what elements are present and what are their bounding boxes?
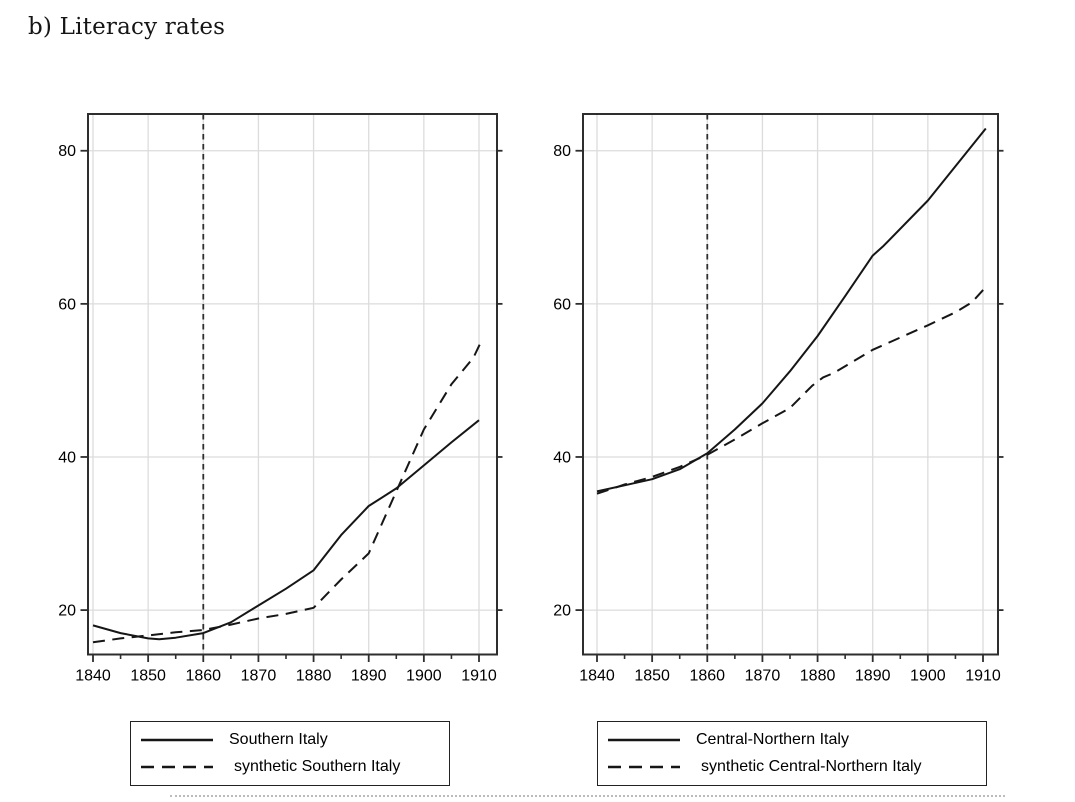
x-tick-label: 1840 (579, 668, 615, 685)
x-tick-label: 1910 (965, 668, 1001, 685)
legend-row-southern: Southern Italy (140, 731, 449, 749)
y-tick-label: 20 (553, 603, 571, 620)
legend-southern-italy: Southern Italy synthetic Southern Italy (130, 721, 450, 786)
legend-solid-line-icon (608, 738, 680, 742)
figure-title: b) Literacy rates (28, 14, 226, 40)
legend-central-northern-italy: Central-Northern Italy synthetic Central… (597, 721, 987, 786)
series-line-dashed (92, 338, 484, 644)
legend-row-central-northern: Central-Northern Italy (607, 731, 986, 749)
y-tick-label: 20 (58, 603, 76, 620)
x-tick-label: 1880 (800, 668, 836, 685)
legend-row-synthetic-central-northern: synthetic Central-Northern Italy (607, 758, 986, 776)
legend-row-synthetic-southern: synthetic Southern Italy (140, 758, 449, 776)
x-tick-label: 1850 (130, 668, 166, 685)
legend-dashed-line-icon (608, 765, 680, 769)
x-tick-label: 1910 (461, 668, 497, 685)
plot-border (87, 113, 498, 656)
x-tick-label: 1890 (351, 668, 387, 685)
x-tick-label: 1890 (855, 668, 891, 685)
legend-dashed-line-icon (141, 765, 213, 769)
page-edge-dotted-line (170, 795, 1005, 797)
x-tick-label: 1900 (406, 668, 442, 685)
x-tick-label: 1870 (745, 668, 781, 685)
y-tick-label: 60 (58, 296, 76, 313)
series-line-dashed (596, 286, 987, 495)
y-tick-label: 40 (553, 449, 571, 466)
y-tick-label: 80 (553, 143, 571, 160)
x-tick-label: 1880 (296, 668, 332, 685)
y-tick-label: 80 (58, 143, 76, 160)
legend-solid-line-icon (141, 738, 213, 742)
legend-label-synthetic-southern: synthetic Southern Italy (234, 758, 401, 775)
x-tick-label: 1870 (241, 668, 277, 685)
series-line-solid (596, 127, 987, 493)
x-tick-label: 1840 (75, 668, 111, 685)
legend-label-synthetic-central-northern: synthetic Central-Northern Italy (701, 758, 922, 775)
x-tick-label: 1900 (910, 668, 946, 685)
series-line-solid (92, 419, 480, 641)
x-tick-label: 1850 (634, 668, 670, 685)
plot-border (582, 113, 999, 656)
y-tick-label: 60 (553, 296, 571, 313)
legend-label-central-northern: Central-Northern Italy (696, 731, 849, 748)
y-tick-label: 40 (58, 449, 76, 466)
x-tick-label: 1860 (689, 668, 725, 685)
x-tick-label: 1860 (185, 668, 221, 685)
legend-label-southern: Southern Italy (229, 731, 328, 748)
